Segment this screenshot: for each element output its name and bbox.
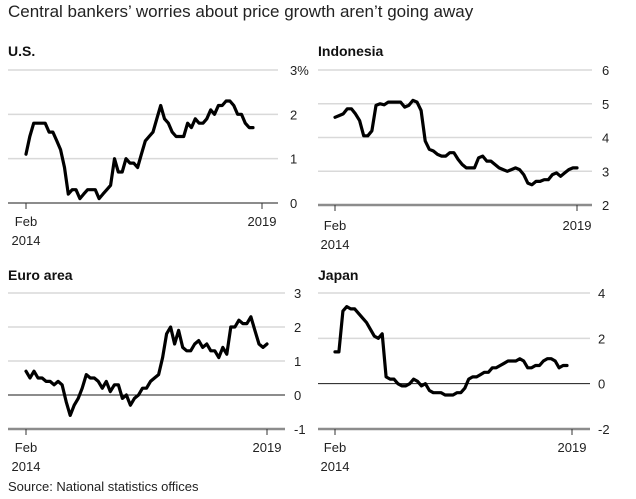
x-tick-label: Feb [15, 440, 37, 455]
source-note: Source: National statistics offices [8, 479, 199, 494]
y-tick-label: 0 [598, 377, 605, 392]
y-tick-label: 3 [602, 164, 609, 179]
y-tick-label: 4 [602, 131, 609, 146]
series-line-indonesia [333, 98, 579, 187]
y-tick-label: 3 [294, 286, 301, 301]
x-tick-label: 2014 [321, 237, 350, 252]
x-tick-label: Feb [324, 440, 346, 455]
y-tick-label: 0 [290, 196, 297, 211]
y-tick-label: 4 [598, 286, 605, 301]
y-tick-label: 3% [290, 63, 309, 78]
x-tick-label: 2019 [558, 440, 587, 455]
x-tick-label: Feb [324, 218, 346, 233]
x-tick-label: 2019 [248, 214, 277, 229]
x-tick-label: Feb [15, 214, 37, 229]
panel-japan: Japan -2 0 2 4 Feb 2014 2019 [318, 267, 610, 474]
panel-title: Euro area [8, 267, 73, 283]
x-tick-label: 2019 [563, 218, 592, 233]
chart-title: Central bankers’ worries about price gro… [8, 2, 474, 21]
y-tick-label: 2 [294, 320, 301, 335]
y-tick-label: 5 [602, 97, 609, 112]
series-line-u-s- [24, 99, 255, 201]
series-line-japan [333, 305, 569, 397]
x-tick-label: 2014 [12, 233, 41, 248]
panel-title: Indonesia [318, 43, 384, 59]
panel-title: U.S. [8, 43, 35, 59]
x-tick-label: 2019 [253, 440, 282, 455]
x-tick-label: 2014 [321, 459, 350, 474]
panel-euro-area: Euro area -1 0 1 2 3 Feb 2014 2019 [8, 267, 306, 474]
panel-title: Japan [318, 267, 358, 283]
panel-us: U.S. 0 1 2 3% Feb 2014 2019 [8, 43, 309, 248]
y-tick-label: -2 [598, 422, 610, 437]
y-tick-label: 2 [602, 198, 609, 213]
y-tick-label: -1 [294, 422, 306, 437]
y-tick-label: 6 [602, 63, 609, 78]
y-tick-label: 2 [598, 331, 605, 346]
y-tick-label: 2 [290, 107, 297, 122]
y-tick-label: 0 [294, 388, 301, 403]
y-tick-label: 1 [294, 354, 301, 369]
series-line-euro-area [24, 315, 269, 417]
y-tick-label: 1 [290, 152, 297, 167]
x-tick-label: 2014 [12, 459, 41, 474]
panel-indonesia: Indonesia 2 3 4 5 6 Feb 2014 2019 [318, 43, 609, 252]
